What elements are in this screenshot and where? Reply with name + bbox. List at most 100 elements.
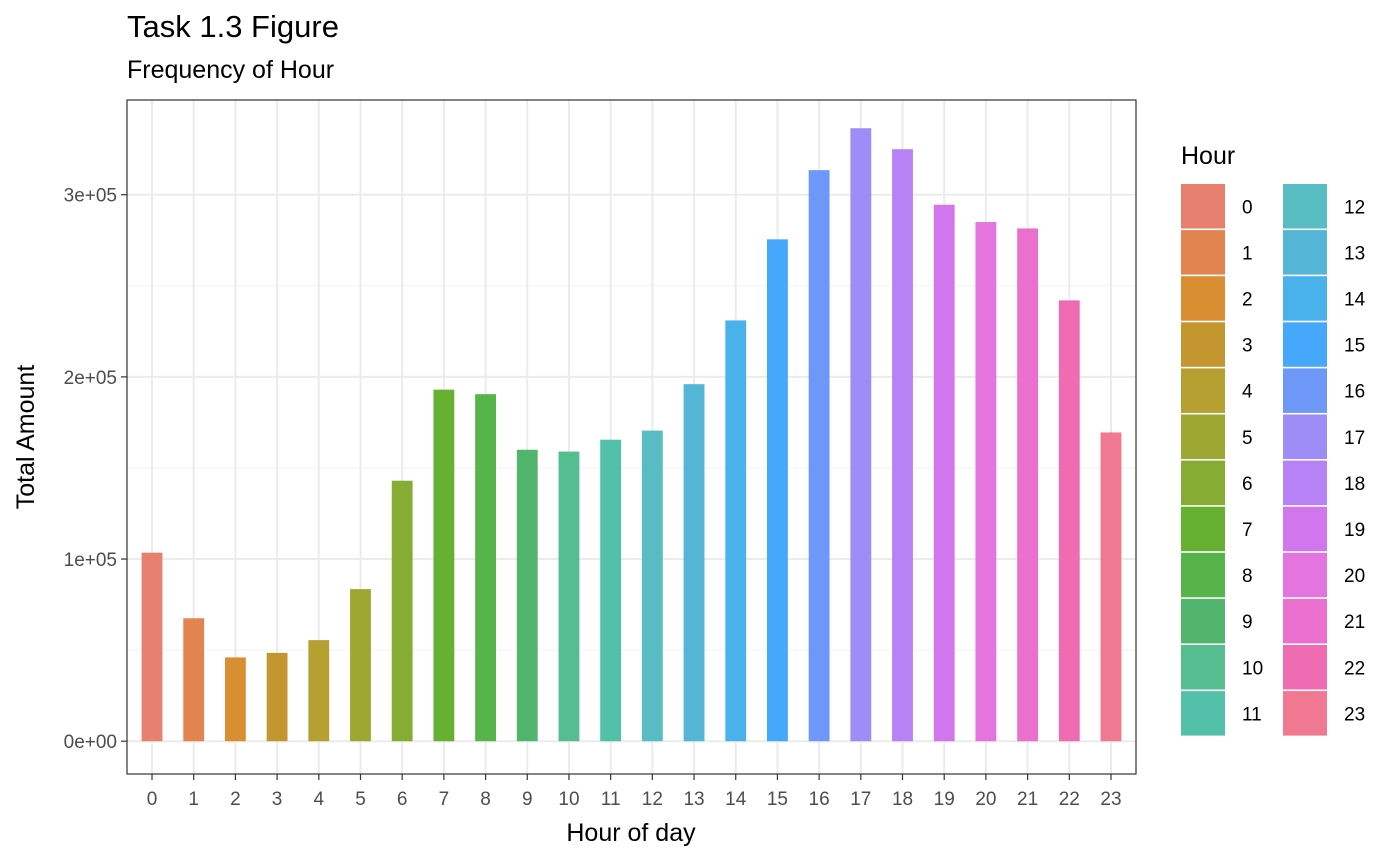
x-tick-label: 20 bbox=[975, 789, 996, 810]
bars bbox=[141, 128, 1122, 742]
bar-hour-11 bbox=[600, 439, 622, 742]
x-tick-label: 8 bbox=[480, 789, 491, 810]
x-axis: 0 1 2 3 4 5 6 7 8 9 10 11 12 13 14 15 16 17 18 19 20 21 22 23 bbox=[147, 774, 1122, 810]
x-tick-label: 14 bbox=[725, 789, 747, 810]
bar-hour-14 bbox=[725, 320, 747, 742]
x-tick-label: 23 bbox=[1100, 789, 1121, 810]
legend-label-20: 20 bbox=[1344, 566, 1365, 587]
chart-title: Task 1.3 Figure bbox=[127, 9, 339, 44]
x-tick-label: 12 bbox=[642, 789, 663, 810]
bar-hour-3 bbox=[266, 652, 288, 742]
legend-label-17: 17 bbox=[1344, 428, 1365, 449]
legend-label-6: 6 bbox=[1242, 474, 1253, 495]
legend-key-23 bbox=[1283, 691, 1327, 736]
bar-hour-7 bbox=[433, 389, 455, 742]
x-tick-label: 17 bbox=[850, 789, 871, 810]
x-tick-label: 22 bbox=[1059, 789, 1080, 810]
legend-label-16: 16 bbox=[1344, 382, 1365, 403]
legend-key-20 bbox=[1283, 552, 1327, 598]
legend: Hour 01234567891011121314151617181920212… bbox=[1181, 142, 1366, 736]
bar-hour-16 bbox=[808, 170, 830, 742]
legend-label-9: 9 bbox=[1242, 612, 1253, 633]
bar-hour-19 bbox=[933, 204, 955, 742]
x-tick-label: 19 bbox=[934, 789, 955, 810]
legend-key-10 bbox=[1181, 645, 1225, 690]
legend-label-3: 3 bbox=[1242, 336, 1253, 357]
chart-subtitle: Frequency of Hour bbox=[127, 56, 334, 84]
legend-key-0 bbox=[1181, 184, 1225, 229]
legend-key-19 bbox=[1283, 506, 1327, 552]
legend-key-8 bbox=[1181, 552, 1225, 598]
x-tick-label: 4 bbox=[314, 789, 325, 810]
bar-hour-10 bbox=[558, 451, 580, 742]
bar-hour-2 bbox=[224, 657, 246, 742]
bar-hour-1 bbox=[183, 618, 205, 742]
x-tick-label: 18 bbox=[892, 789, 913, 810]
x-tick-label: 5 bbox=[355, 789, 366, 810]
bar-hour-13 bbox=[683, 384, 705, 742]
legend-label-4: 4 bbox=[1242, 382, 1253, 403]
x-tick-label: 2 bbox=[230, 789, 241, 810]
legend-label-7: 7 bbox=[1242, 520, 1253, 541]
x-tick-label: 3 bbox=[272, 789, 283, 810]
bar-hour-6 bbox=[391, 480, 413, 742]
bar-hour-23 bbox=[1100, 432, 1122, 742]
legend-label-22: 22 bbox=[1344, 658, 1365, 679]
y-axis-title: Total Amount bbox=[12, 365, 40, 510]
y-axis: 0e+00 1e+05 2e+05 3e+05 bbox=[64, 186, 127, 753]
legend-label-5: 5 bbox=[1242, 428, 1253, 449]
legend-key-6 bbox=[1181, 460, 1225, 506]
x-tick-label: 0 bbox=[147, 789, 158, 810]
x-tick-label: 15 bbox=[767, 789, 788, 810]
x-axis-title: Hour of day bbox=[566, 819, 696, 847]
x-tick-label: 1 bbox=[188, 789, 199, 810]
legend-key-16 bbox=[1283, 368, 1327, 413]
bar-hour-18 bbox=[892, 149, 913, 742]
legend-label-23: 23 bbox=[1344, 704, 1365, 725]
x-tick-label: 7 bbox=[439, 789, 450, 810]
legend-key-1 bbox=[1181, 230, 1225, 275]
legend-key-7 bbox=[1181, 506, 1225, 552]
x-tick-label: 11 bbox=[601, 789, 621, 810]
y-tick-label: 3e+05 bbox=[64, 186, 117, 207]
legend-label-8: 8 bbox=[1242, 566, 1253, 587]
x-tick-label: 9 bbox=[522, 789, 533, 810]
y-tick-label: 0e+00 bbox=[64, 732, 117, 753]
bar-hour-20 bbox=[975, 222, 997, 742]
legend-key-15 bbox=[1283, 322, 1327, 367]
legend-label-0: 0 bbox=[1242, 197, 1253, 218]
y-tick-label: 2e+05 bbox=[64, 368, 117, 389]
x-tick-label: 10 bbox=[558, 789, 579, 810]
bar-hour-4 bbox=[308, 640, 330, 742]
legend-key-5 bbox=[1181, 414, 1225, 459]
legend-label-14: 14 bbox=[1344, 289, 1366, 310]
legend-key-12 bbox=[1283, 184, 1327, 229]
x-tick-label: 21 bbox=[1017, 789, 1038, 810]
y-tick-label: 1e+05 bbox=[64, 550, 117, 571]
bar-hour-8 bbox=[475, 394, 496, 742]
bar-hour-17 bbox=[850, 128, 872, 742]
legend-label-21: 21 bbox=[1344, 612, 1365, 633]
legend-label-1: 1 bbox=[1242, 243, 1253, 264]
legend-key-18 bbox=[1283, 460, 1327, 506]
bar-hour-22 bbox=[1058, 300, 1080, 742]
legend-key-22 bbox=[1283, 645, 1327, 690]
bar-hour-21 bbox=[1017, 228, 1039, 742]
bar-hour-12 bbox=[641, 430, 663, 742]
legend-key-11 bbox=[1181, 691, 1225, 736]
legend-key-14 bbox=[1283, 276, 1327, 321]
x-tick-label: 13 bbox=[683, 789, 704, 810]
legend-key-13 bbox=[1283, 230, 1327, 275]
bar-hour-0 bbox=[141, 552, 163, 742]
legend-label-2: 2 bbox=[1242, 289, 1253, 310]
legend-title: Hour bbox=[1181, 142, 1235, 170]
panel-border bbox=[126, 99, 1137, 775]
bar-hour-9 bbox=[516, 449, 538, 742]
bar-hour-15 bbox=[767, 239, 788, 742]
panel-background bbox=[127, 100, 1136, 774]
legend-label-11: 11 bbox=[1242, 704, 1262, 725]
legend-key-4 bbox=[1181, 368, 1225, 413]
legend-label-12: 12 bbox=[1344, 197, 1365, 218]
bar-hour-5 bbox=[350, 589, 371, 742]
